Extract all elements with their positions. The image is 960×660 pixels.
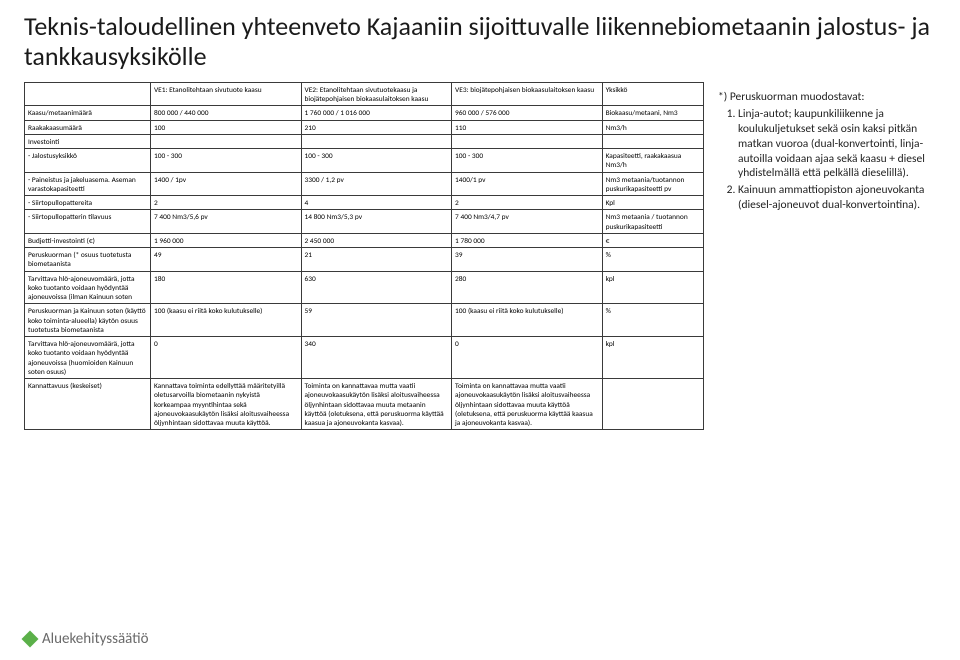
cell bbox=[301, 134, 452, 148]
cell: 4 bbox=[301, 196, 452, 210]
cell-unit: Nm3 metaania/tuotannon puskurikapasiteet… bbox=[602, 172, 703, 196]
row-label: - Siirtopullopattereita bbox=[25, 196, 151, 210]
notes-item-1: Linja-autot; kaupunkiliikenne ja kouluku… bbox=[738, 107, 940, 182]
cell: 1 780 000 bbox=[452, 233, 603, 247]
cell: 7 400 Nm3/5,6 pv bbox=[150, 210, 301, 234]
footer-brand: Aluekehityssäätiö bbox=[42, 630, 149, 648]
row-label: Tarvittava hlö-ajoneuvomäärä, jotta koko… bbox=[25, 271, 151, 304]
row-label: - Siirtopullopatterin tilavuus bbox=[25, 210, 151, 234]
cell: 7 400 Nm3/4,7 pv bbox=[452, 210, 603, 234]
cell: 800 000 / 440 000 bbox=[150, 106, 301, 120]
row-label: Tarvittava hlö-ajoneuvomäärä, jotta koko… bbox=[25, 337, 151, 379]
row-label: Kannattavuus (keskeiset) bbox=[25, 379, 151, 430]
cell: 280 bbox=[452, 271, 603, 304]
cell: 2 bbox=[452, 196, 603, 210]
table-row: Tarvittava hlö-ajoneuvomäärä, jotta koko… bbox=[25, 337, 704, 379]
notes-item-2: Kainuun ammattiopiston ajoneuvokanta (di… bbox=[738, 183, 940, 213]
cell: 1400 / 1pv bbox=[150, 172, 301, 196]
cell: 210 bbox=[301, 120, 452, 134]
row-label: Budjetti-investointi (€) bbox=[25, 233, 151, 247]
header-ve3: VE3: biojätepohjaisen biokaasulaitoksen … bbox=[452, 82, 603, 106]
cell: 21 bbox=[301, 248, 452, 272]
cell: Toiminta on kannattavaa mutta vaatii ajo… bbox=[301, 379, 452, 430]
cell: 110 bbox=[452, 120, 603, 134]
cell: 100 - 300 bbox=[301, 149, 452, 173]
row-label: Kaasu/metaanimäärä bbox=[25, 106, 151, 120]
cell: 59 bbox=[301, 304, 452, 337]
cell: Kannattava toiminta edellyttää määritety… bbox=[150, 379, 301, 430]
row-label: Peruskuorman ja Kainuun soten (käyttö ko… bbox=[25, 304, 151, 337]
cell: 100 (kaasu ei riitä koko kulutukselle) bbox=[452, 304, 603, 337]
cell: 1 760 000 / 1 016 000 bbox=[301, 106, 452, 120]
table-row: Investointi bbox=[25, 134, 704, 148]
cell: 2 bbox=[150, 196, 301, 210]
footer: Aluekehityssäätiö bbox=[24, 630, 940, 648]
cell-unit bbox=[602, 379, 703, 430]
side-notes: *) Peruskuorman muodostavat: Linja-autot… bbox=[718, 82, 940, 624]
table-row: Budjetti-investointi (€)1 960 0002 450 0… bbox=[25, 233, 704, 247]
cell: 0 bbox=[452, 337, 603, 379]
logo-diamond-icon bbox=[22, 631, 39, 648]
cell: 340 bbox=[301, 337, 452, 379]
table-header-row: VE1: Etanolitehtaan sivutuote kaasu VE2:… bbox=[25, 82, 704, 106]
cell-unit: Kapasiteetti, raakakaasua Nm3/h bbox=[602, 149, 703, 173]
notes-list: Linja-autot; kaupunkiliikenne ja kouluku… bbox=[718, 107, 940, 214]
cell-unit: Nm3/h bbox=[602, 120, 703, 134]
cell-unit: % bbox=[602, 304, 703, 337]
cell-unit bbox=[602, 134, 703, 148]
row-label: Raakakaasumäärä bbox=[25, 120, 151, 134]
table-row: - Paineistus ja jakeluasema. Aseman vara… bbox=[25, 172, 704, 196]
table-row: Kaasu/metaanimäärä800 000 / 440 0001 760… bbox=[25, 106, 704, 120]
row-label: Investointi bbox=[25, 134, 151, 148]
header-ve2: VE2: Etanolitehtaan sivutuotekaasu ja bi… bbox=[301, 82, 452, 106]
content-row: VE1: Etanolitehtaan sivutuote kaasu VE2:… bbox=[24, 82, 940, 624]
cell: Toiminta on kannattavaa mutta vaatii ajo… bbox=[452, 379, 603, 430]
cell: 3300 / 1,2 pv bbox=[301, 172, 452, 196]
cell-unit: Kpl bbox=[602, 196, 703, 210]
cell: 960 000 / 576 000 bbox=[452, 106, 603, 120]
table-row: Peruskuorman ja Kainuun soten (käyttö ko… bbox=[25, 304, 704, 337]
cell: 14 800 Nm3/5,3 pv bbox=[301, 210, 452, 234]
table-row: - Jalostusyksikkö100 - 300100 - 300100 -… bbox=[25, 149, 704, 173]
cell: 0 bbox=[150, 337, 301, 379]
cell: 630 bbox=[301, 271, 452, 304]
table-row: - Siirtopullopattereita242Kpl bbox=[25, 196, 704, 210]
table-row: Peruskuorman (* osuus tuotetusta biometa… bbox=[25, 248, 704, 272]
cell: 39 bbox=[452, 248, 603, 272]
page-title: Teknis-taloudellinen yhteenveto Kajaanii… bbox=[24, 12, 940, 72]
cell-unit: Nm3 metaania / tuotannon puskurikapasite… bbox=[602, 210, 703, 234]
header-ve1: VE1: Etanolitehtaan sivutuote kaasu bbox=[150, 82, 301, 106]
row-label: - Jalostusyksikkö bbox=[25, 149, 151, 173]
cell-unit: Biokaasu/metaani, Nm3 bbox=[602, 106, 703, 120]
cell: 180 bbox=[150, 271, 301, 304]
row-label: Peruskuorman (* osuus tuotetusta biometa… bbox=[25, 248, 151, 272]
cell bbox=[150, 134, 301, 148]
main-table: VE1: Etanolitehtaan sivutuote kaasu VE2:… bbox=[24, 82, 704, 431]
page-root: Teknis-taloudellinen yhteenveto Kajaanii… bbox=[0, 0, 960, 660]
table-row: Raakakaasumäärä100210110Nm3/h bbox=[25, 120, 704, 134]
cell-unit: % bbox=[602, 248, 703, 272]
cell: 100 (kaasu ei riitä koko kulutukselle) bbox=[150, 304, 301, 337]
table-row: Kannattavuus (keskeiset)Kannattava toimi… bbox=[25, 379, 704, 430]
cell bbox=[452, 134, 603, 148]
cell-unit: kpl bbox=[602, 337, 703, 379]
table-row: - Siirtopullopatterin tilavuus7 400 Nm3/… bbox=[25, 210, 704, 234]
cell: 100 bbox=[150, 120, 301, 134]
header-unit: Yksikkö bbox=[602, 82, 703, 106]
cell: 1 960 000 bbox=[150, 233, 301, 247]
notes-heading: *) Peruskuorman muodostavat: bbox=[718, 90, 940, 105]
cell: 2 450 000 bbox=[301, 233, 452, 247]
cell-unit: kpl bbox=[602, 271, 703, 304]
cell: 100 - 300 bbox=[150, 149, 301, 173]
row-label: - Paineistus ja jakeluasema. Aseman vara… bbox=[25, 172, 151, 196]
cell: 100 - 300 bbox=[452, 149, 603, 173]
cell: 49 bbox=[150, 248, 301, 272]
table-row: Tarvittava hlö-ajoneuvomäärä, jotta koko… bbox=[25, 271, 704, 304]
header-blank bbox=[25, 82, 151, 106]
main-table-wrap: VE1: Etanolitehtaan sivutuote kaasu VE2:… bbox=[24, 82, 704, 624]
cell-unit: € bbox=[602, 233, 703, 247]
cell: 1400/1 pv bbox=[452, 172, 603, 196]
